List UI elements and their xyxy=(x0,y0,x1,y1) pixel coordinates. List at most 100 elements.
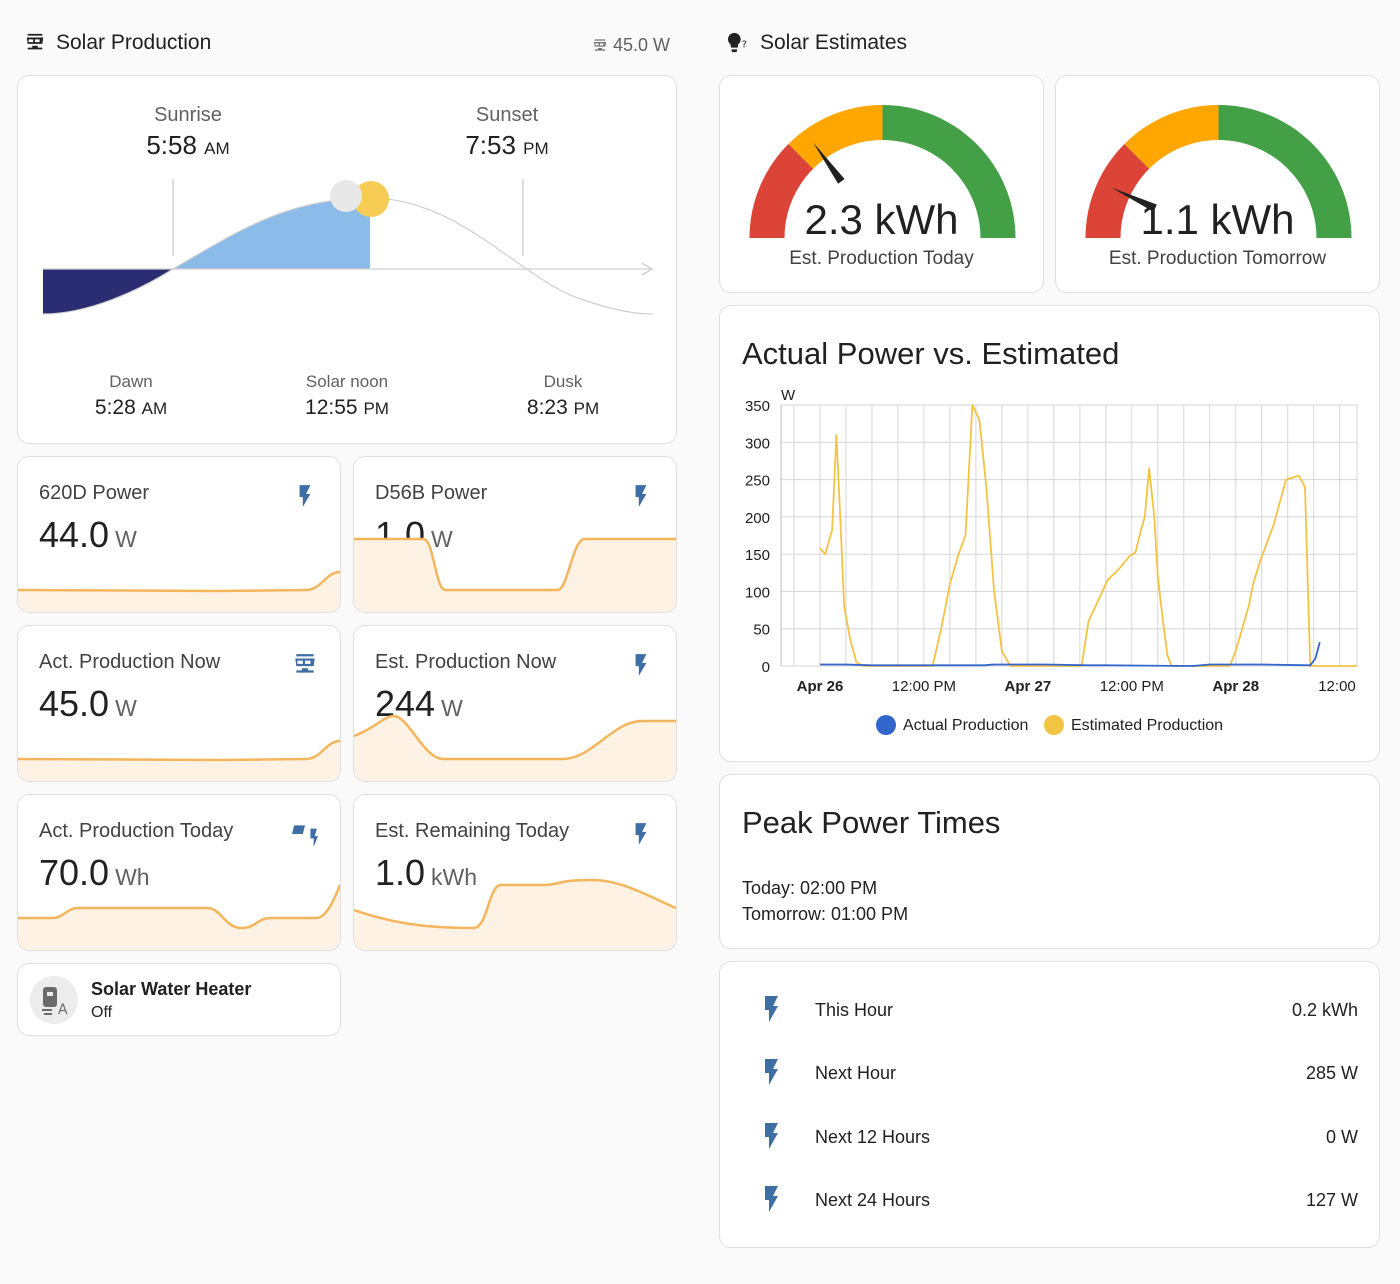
row-value: 0.2 kWh xyxy=(1291,1000,1358,1020)
tile-620d-power[interactable]: 620D Power 44.0 W xyxy=(17,456,341,613)
solar-power-variant-icon xyxy=(292,825,318,847)
gauge-segment-1 xyxy=(1124,105,1219,169)
legend-label: Actual Production xyxy=(903,717,1028,734)
daylight-area xyxy=(173,198,370,269)
horizon-arrow xyxy=(641,262,654,276)
peak-tomorrow: Tomorrow: 01:00 PM xyxy=(742,904,909,924)
row-label: This Hour xyxy=(815,1000,894,1020)
gauge-today-value: 2.3 kWh xyxy=(804,196,959,243)
dusk-time: 8:23 PM xyxy=(526,396,600,419)
y-tick-label: 150 xyxy=(745,547,770,564)
tile-name: Act. Production Today xyxy=(39,820,234,842)
tile-value: 244 W xyxy=(375,683,463,724)
moon-icon xyxy=(330,180,362,212)
water-heater-icon[interactable]: A xyxy=(30,976,78,1024)
series-line-estimated-production xyxy=(819,404,1357,667)
flash-icon xyxy=(765,1186,778,1212)
dusk-label: Dusk xyxy=(543,372,583,391)
dawn-label: Dawn xyxy=(109,372,153,391)
list-item-next-24-hours[interactable]: Next 24 Hours 127 W xyxy=(720,1182,1379,1222)
flash-icon xyxy=(765,996,778,1022)
gauge-needle xyxy=(1111,187,1157,212)
tile-act-production-today[interactable]: Act. Production Today 70.0 Wh xyxy=(17,794,341,951)
sun-card[interactable]: Sunrise 5:58 AM Sunset 7:53 PM Dawn 5:28… xyxy=(17,75,677,444)
row-label: Next 12 Hours xyxy=(815,1127,931,1147)
y-tick-label: 0 xyxy=(762,659,770,676)
solar-panel-icon xyxy=(295,654,315,673)
night-area xyxy=(43,269,173,314)
list-item-this-hour[interactable]: This Hour 0.2 kWh xyxy=(720,992,1379,1032)
legend-label: Estimated Production xyxy=(1071,717,1223,734)
tile-name: Est. Remaining Today xyxy=(375,820,570,842)
peak-title: Peak Power Times xyxy=(742,805,1001,840)
row-value: 0 W xyxy=(1325,1127,1358,1147)
gauge-segment-1 xyxy=(788,105,883,169)
y-tick-label: 300 xyxy=(745,435,770,452)
y-tick-label: 200 xyxy=(745,510,770,527)
gauge-segment-2 xyxy=(1218,105,1352,238)
peak-power-card[interactable]: Peak Power Times Today: 02:00 PM Tomorro… xyxy=(719,774,1380,949)
tile-d56b-power[interactable]: D56B Power 1.0 W xyxy=(353,456,677,613)
gauge-tomorrow-value: 1.1 kWh xyxy=(1140,196,1295,243)
dawn-time: 5:28 AM xyxy=(94,396,168,419)
y-tick-label: 350 xyxy=(745,398,770,415)
section-title: Solar Estimates xyxy=(760,31,908,54)
tile-act-production-now[interactable]: Act. Production Now 45.0 W xyxy=(17,625,341,782)
sun-path-graphic xyxy=(42,179,654,315)
gauge-card-today[interactable]: 2.3 kWh Est. Production Today xyxy=(719,75,1044,293)
y-axis-label: W xyxy=(781,387,796,404)
tile-est-production-now[interactable]: Est. Production Now 244 W xyxy=(353,625,677,782)
flash-icon xyxy=(765,1059,778,1085)
flash-icon xyxy=(635,823,647,845)
row-value: 285 W xyxy=(1305,1063,1358,1083)
tile-value: 45.0 W xyxy=(39,683,137,724)
solar-estimates-header: ? Solar Estimates xyxy=(726,31,907,55)
series-line-actual-production xyxy=(820,641,1321,667)
sparkline xyxy=(354,714,676,781)
sparkline xyxy=(18,884,340,950)
flash-icon xyxy=(635,485,647,507)
peak-today: Today: 02:00 PM xyxy=(742,878,878,898)
list-item-next-12-hours[interactable]: Next 12 Hours 0 W xyxy=(720,1119,1379,1159)
flash-icon xyxy=(765,1123,778,1149)
x-tick-label: 12:00 PM xyxy=(1100,678,1164,695)
gauge-today-label: Est. Production Today xyxy=(789,248,974,269)
list-item-next-hour[interactable]: Next Hour 285 W xyxy=(720,1055,1379,1095)
tile-name: 620D Power xyxy=(39,482,150,504)
sparkline xyxy=(18,739,340,781)
y-tick-label: 50 xyxy=(753,622,770,639)
solar-noon-time: 12:55 PM xyxy=(305,396,389,419)
x-tick-label: Apr 27 xyxy=(1005,678,1052,695)
forecast-list-card[interactable]: This Hour 0.2 kWh Next Hour 285 W Next 1… xyxy=(719,961,1380,1248)
row-label: Next Hour xyxy=(815,1063,897,1083)
gauge-tomorrow-label: Est. Production Tomorrow xyxy=(1108,248,1327,269)
tile-name: Est. Production Now xyxy=(375,651,557,673)
gauge-segment-2 xyxy=(882,105,1016,238)
tile-value: 70.0 Wh xyxy=(39,852,150,893)
svg-text:?: ? xyxy=(742,40,747,51)
solar-production-header: Solar Production xyxy=(24,31,211,55)
sparkline xyxy=(18,570,340,612)
sunrise-label: Sunrise xyxy=(154,104,222,126)
x-tick-label: Apr 26 xyxy=(797,678,844,695)
tile-value: 44.0 W xyxy=(39,514,137,555)
gauge-card-tomorrow[interactable]: 1.1 kWh Est. Production Tomorrow xyxy=(1055,75,1380,293)
x-tick-label: Apr 28 xyxy=(1212,678,1259,695)
power-chart-card[interactable]: Actual Power vs. Estimated 350 300 250 200 1… xyxy=(719,305,1380,762)
power-chart[interactable]: 350 300 250 200 150 100 50 0 W Apr 26 12:00 PM Apr … xyxy=(720,376,1380,761)
sparkline xyxy=(354,878,676,950)
sunset-time: 7:53 PM xyxy=(465,130,549,160)
tile-est-remaining-today[interactable]: Est. Remaining Today 1.0 kWh xyxy=(353,794,677,951)
sun-icon xyxy=(353,181,389,217)
x-tick-label: 12:00 PM xyxy=(892,678,956,695)
row-value: 127 W xyxy=(1305,1190,1358,1210)
tile-value: 1.0 kWh xyxy=(375,852,478,893)
sunset-label: Sunset xyxy=(475,104,539,126)
section-title: Solar Production xyxy=(56,31,212,54)
lightbulb-question-icon: ? xyxy=(727,32,747,53)
total-power-value: 45.0 W xyxy=(612,35,670,55)
legend-swatch xyxy=(1044,715,1064,735)
y-tick-label: 100 xyxy=(745,584,770,601)
tile-solar-water-heater[interactable]: A Solar Water Heater Off xyxy=(17,963,341,1036)
gauge-today xyxy=(749,105,1016,238)
